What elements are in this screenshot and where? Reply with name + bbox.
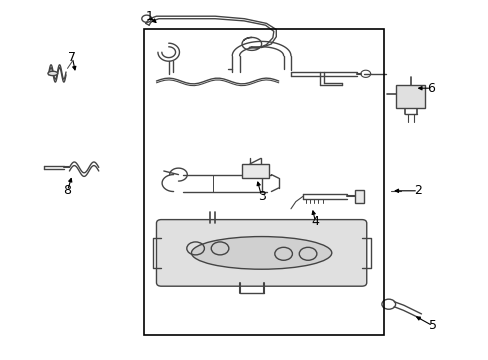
Text: 5: 5 [428, 319, 436, 332]
Bar [242, 164, 268, 178]
Text: 3: 3 [257, 190, 265, 203]
FancyBboxPatch shape [156, 220, 366, 286]
Text: 7: 7 [68, 51, 76, 64]
Bar [395, 85, 425, 108]
Text: 1: 1 [145, 10, 153, 23]
Text: 6: 6 [427, 82, 434, 95]
Bar [354, 190, 364, 203]
Bar [144, 29, 383, 335]
Text: 2: 2 [413, 184, 421, 197]
Ellipse shape [191, 237, 331, 269]
Text: 8: 8 [63, 184, 71, 197]
Text: 4: 4 [311, 215, 319, 228]
Ellipse shape [48, 71, 58, 76]
